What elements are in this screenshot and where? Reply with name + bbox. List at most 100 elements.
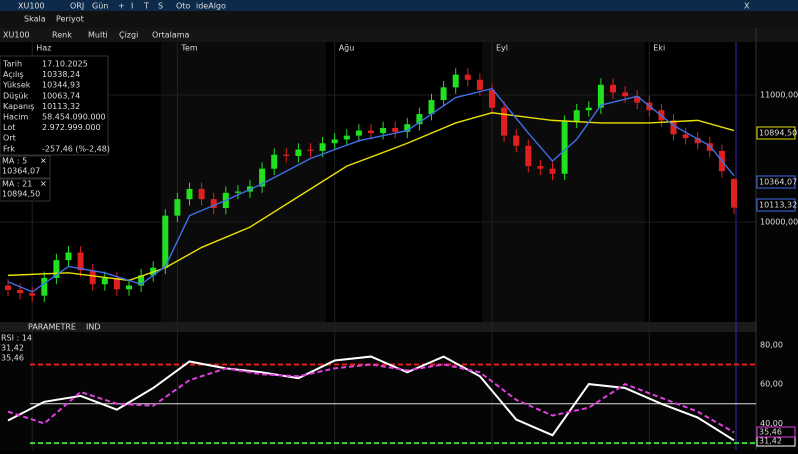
toolbar-item[interactable]: ideAlgo xyxy=(196,2,226,11)
candle-body xyxy=(138,275,145,286)
month-shade xyxy=(161,42,326,322)
candle-body xyxy=(597,84,604,108)
month-shade xyxy=(482,42,645,322)
candle-body xyxy=(210,199,217,209)
info-value: 10063,74 xyxy=(42,91,80,100)
candle-body xyxy=(162,215,169,268)
y-tick-label: 80,00 xyxy=(760,340,783,349)
toolbar-item[interactable]: Gün xyxy=(92,2,108,11)
candle-body xyxy=(404,124,411,132)
remove-ma[interactable]: ✕ xyxy=(40,180,47,189)
symbol[interactable]: XU100 xyxy=(18,2,45,11)
candle-body xyxy=(416,114,423,125)
candle-body xyxy=(440,87,447,101)
candle-body xyxy=(259,168,266,187)
candle-body xyxy=(731,179,737,208)
candle-body xyxy=(670,120,677,135)
rsi-value: 35,46 xyxy=(1,354,24,363)
candle-body xyxy=(126,285,132,290)
candle-body xyxy=(476,79,483,90)
tab-bar xyxy=(0,28,798,42)
candle-body xyxy=(271,154,278,169)
candle-body xyxy=(89,270,96,285)
month-label: Ağu xyxy=(339,44,355,53)
price-label: 10113,32 xyxy=(759,201,797,210)
toolbar-item[interactable]: + xyxy=(118,2,125,11)
info-value: 2.972.999.000 xyxy=(42,123,101,132)
candle-body xyxy=(29,293,36,296)
candle-body xyxy=(549,168,556,174)
candle-body xyxy=(585,107,592,111)
toolbar-item[interactable]: S xyxy=(158,2,163,11)
info-label: Açılış xyxy=(3,70,24,79)
candle-body xyxy=(186,188,193,200)
candle-body xyxy=(295,149,302,156)
candle-body xyxy=(634,96,641,103)
candle-body xyxy=(101,277,108,285)
price-box xyxy=(756,126,796,140)
toolbar-item[interactable]: T xyxy=(143,2,149,11)
candle-body xyxy=(561,121,568,174)
candle-body xyxy=(234,191,241,193)
y-tick-label: 10000,00 xyxy=(760,218,798,227)
candle-body xyxy=(77,252,84,271)
candle-body xyxy=(343,135,350,140)
candle-body xyxy=(706,143,713,151)
month-label: Eki xyxy=(653,44,665,53)
candle-body xyxy=(41,277,48,296)
candle-body xyxy=(331,139,338,144)
candle-body xyxy=(198,188,205,200)
candle-body xyxy=(464,74,471,80)
info-value: 58.454.090.000 xyxy=(42,113,106,122)
rsi-box xyxy=(756,426,796,438)
info-label: Kapanış xyxy=(3,102,34,111)
ma-value: 10894,50 xyxy=(2,190,40,199)
info-value: 10344,93 xyxy=(42,81,80,90)
menu-bar xyxy=(0,11,798,28)
info-value: 10113,32 xyxy=(42,102,80,111)
candle-body xyxy=(380,128,387,134)
candle-body xyxy=(65,252,72,261)
tab[interactable]: Renk xyxy=(52,31,72,40)
rsi-box-label: 31,42 xyxy=(759,437,782,446)
candle-body xyxy=(113,277,120,290)
candle-body xyxy=(53,260,60,278)
info-value: -257,46 (%-2,48) xyxy=(42,144,110,153)
remove-ma[interactable]: ✕ xyxy=(40,157,47,166)
toolbar xyxy=(0,0,798,11)
candle-body xyxy=(5,285,11,290)
tab[interactable]: Ortalama xyxy=(152,31,190,40)
ma-box xyxy=(0,155,51,179)
rsi-value: 31,42 xyxy=(1,344,24,353)
rsi-header-bar xyxy=(0,322,756,332)
month-label: Eyl xyxy=(496,44,508,53)
candle-body xyxy=(513,135,520,146)
candle-body xyxy=(392,128,399,132)
ma-label: MA : 21 xyxy=(2,180,32,189)
tab[interactable]: Çizgi xyxy=(119,31,138,40)
info-label: Lot xyxy=(3,123,15,132)
tab-symbol[interactable]: XU100 xyxy=(3,31,30,40)
info-panel xyxy=(0,55,109,156)
y-tick-label: 11000,00 xyxy=(760,90,798,99)
info-label: Düşük xyxy=(3,91,28,100)
candle-body xyxy=(355,130,362,136)
toolbar-item[interactable]: ORJ xyxy=(70,2,84,11)
candle-body xyxy=(489,89,495,108)
y-tick-label: 40,00 xyxy=(760,419,783,428)
menu-item[interactable]: Periyot xyxy=(56,15,84,24)
close-button[interactable]: X xyxy=(744,2,750,11)
toolbar-item[interactable]: I xyxy=(131,2,133,11)
menu-item[interactable]: Skala xyxy=(24,15,46,24)
candle-body xyxy=(452,74,459,88)
info-label: Frk xyxy=(3,144,15,153)
candle-body xyxy=(428,100,435,115)
toolbar-item[interactable]: Oto xyxy=(176,2,190,11)
rsi-box-label: 35,46 xyxy=(759,428,782,437)
candle-body xyxy=(174,199,181,216)
rsi-label: RSI : 14 xyxy=(1,334,32,343)
candle-body xyxy=(307,149,314,151)
tab[interactable]: Multi xyxy=(88,31,108,40)
moving-average xyxy=(7,87,735,293)
